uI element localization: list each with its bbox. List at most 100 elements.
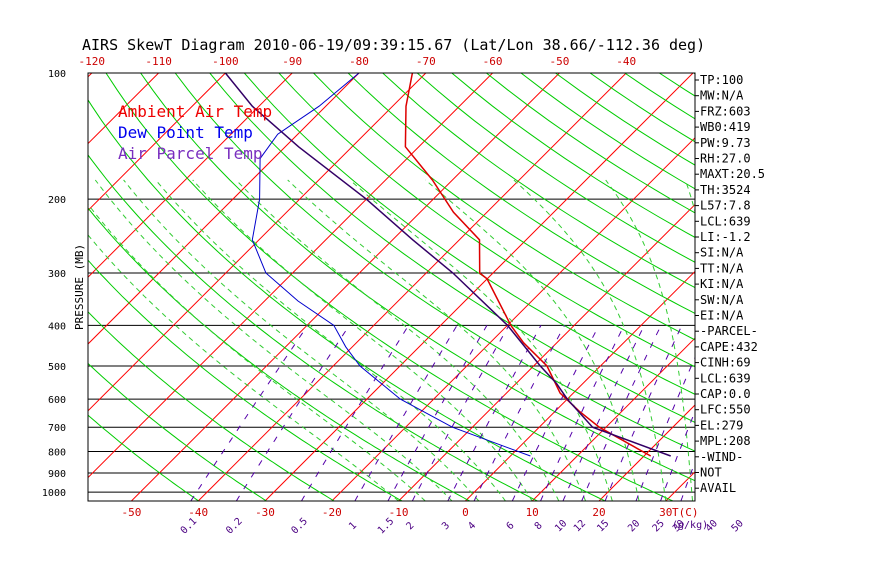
legend: Ambient Air Temp Dew Point Temp Air Parcel… [118, 102, 272, 163]
isotherm-line [866, 73, 870, 501]
dry-adiabat-line [348, 73, 870, 501]
index-value: CINH:69 [700, 356, 751, 370]
index-value: EI:N/A [700, 309, 744, 323]
index-value: LCL:639 [700, 371, 751, 385]
moist-adiabat-line [288, 180, 586, 501]
dry-adiabat-line [659, 73, 870, 501]
isotherm-line [799, 73, 870, 501]
pressure-tick-label: 1000 [42, 488, 66, 499]
index-value: L57:7.8 [700, 199, 751, 213]
mixing-ratio-line [512, 325, 599, 501]
mixing-ratio-tick-label: 12 [572, 518, 588, 534]
mixing-ratio-tick-label: 10 [553, 518, 569, 534]
bottom-temp-tick-label: 20 [592, 506, 605, 519]
dry-adiabat-line [486, 73, 870, 501]
chart-title: AIRS SkewT Diagram 2010-06-19/09:39:15.6… [82, 36, 705, 54]
top-temp-tick-label: -90 [282, 55, 302, 68]
pressure-tick-label: 800 [48, 448, 66, 459]
isotherm-line [666, 73, 870, 501]
bottom-temp-tick-label: -30 [255, 506, 275, 519]
index-value: MPL:208 [700, 434, 751, 448]
index-value: SI:N/A [700, 246, 744, 260]
mixing-ratio-tick-label: 25 [651, 518, 667, 534]
index-value: TP:100 [700, 73, 743, 87]
top-temp-tick-label: -120 [79, 55, 106, 68]
index-value: MAXT:20.5 [700, 167, 765, 181]
top-temp-tick-label: -50 [549, 55, 569, 68]
isotherm-line [465, 73, 870, 501]
index-value: -PARCEL- [700, 324, 758, 338]
pressure-tick-label: 900 [48, 469, 66, 480]
sounding-series [225, 73, 670, 456]
moist-adiabat-line [70, 180, 425, 501]
parcel-line [225, 73, 670, 456]
index-value: NOT [700, 466, 722, 480]
mixing-ratio-tick-label: 50 [730, 518, 746, 534]
top-temp-tick-label: -40 [616, 55, 636, 68]
index-value: KI:N/A [700, 277, 744, 291]
mixing-ratio-line [636, 325, 709, 501]
index-value: CAP:0.0 [700, 387, 751, 401]
pressure-tick-label: 400 [48, 321, 66, 332]
dry-adiabat-line [279, 73, 870, 501]
index-value: AVAIL [700, 481, 736, 495]
legend-entry: Ambient Air Temp [118, 102, 272, 121]
isotherm-line [399, 73, 827, 501]
pressure-tick-label: 500 [48, 362, 66, 373]
bottom-temp-tick-label: -10 [389, 506, 409, 519]
pressure-tick-label: 100 [48, 69, 66, 80]
top-temp-tick-label: -100 [212, 55, 239, 68]
bottom-temp-tick-label: -50 [121, 506, 141, 519]
index-value: LI:-1.2 [700, 230, 751, 244]
temp-unit-label: T(C) [672, 506, 699, 519]
index-value: RH:27.0 [700, 152, 751, 166]
isotherm-line [332, 73, 760, 501]
isotherm-line [733, 73, 870, 501]
dry-adiabat-line [798, 73, 870, 501]
mixing-ratio-line [388, 325, 487, 501]
mixing-ratio-tick-label: 4 [466, 520, 478, 532]
index-value: WB0:419 [700, 120, 751, 134]
dewpoint-line [252, 73, 530, 456]
bottom-temp-tick-label: 30 [659, 506, 672, 519]
mixing-ratio-tick-label: 0.5 [289, 516, 310, 537]
index-value: EL:279 [700, 418, 743, 432]
bottom-temp-tick-label: -20 [322, 506, 342, 519]
mixing-ratio-tick-label: 15 [595, 518, 611, 534]
mixing-ratio-tick-label: 3 [440, 520, 452, 532]
top-temp-tick-label: -80 [349, 55, 369, 68]
mixing-ratio-line [236, 325, 349, 501]
mixing-ratio-tick-label: 0.2 [224, 516, 245, 537]
dry-adiabat-line [417, 73, 870, 501]
pressure-tick-label: 300 [48, 269, 66, 280]
index-value: MW:N/A [700, 89, 744, 103]
index-value: PW:9.73 [700, 136, 751, 150]
dry-adiabat-line [452, 73, 870, 501]
dry-adiabat-line [383, 73, 870, 501]
mixing-ratio-tick-label: 1 [347, 520, 359, 532]
index-value: LCL:639 [700, 214, 751, 228]
bottom-temp-tick-label: 0 [462, 506, 469, 519]
mixing-ratio-tick-label: 2 [404, 520, 416, 532]
mixing-ratio-tick-label: 1.5 [376, 516, 397, 537]
dry-adiabat-line [244, 73, 870, 501]
mixing-ratio-line [355, 325, 457, 501]
dry-adiabat-line [210, 73, 870, 501]
pressure-tick-label: 700 [48, 423, 66, 434]
top-temp-tick-label: -70 [416, 55, 436, 68]
y-axis-label: PRESSURE (MB) [73, 244, 86, 330]
mixing-ratio-line [582, 325, 661, 501]
index-value: CAPE:432 [700, 340, 758, 354]
bottom-temp-tick-label: 10 [526, 506, 539, 519]
index-value: FRZ:603 [700, 104, 751, 118]
mixing-ratio-tick-label: 6 [505, 520, 517, 532]
index-value: TT:N/A [700, 261, 744, 275]
dry-adiabat-line [763, 73, 870, 501]
legend-entry: Air Parcel Temp [118, 144, 263, 163]
mixing-ratio-unit-label: (g/kg) [672, 520, 708, 531]
legend-entry: Dew Point Temp [118, 123, 253, 142]
index-value: TH:3524 [700, 183, 751, 197]
moist-adiabat-line [193, 180, 533, 501]
